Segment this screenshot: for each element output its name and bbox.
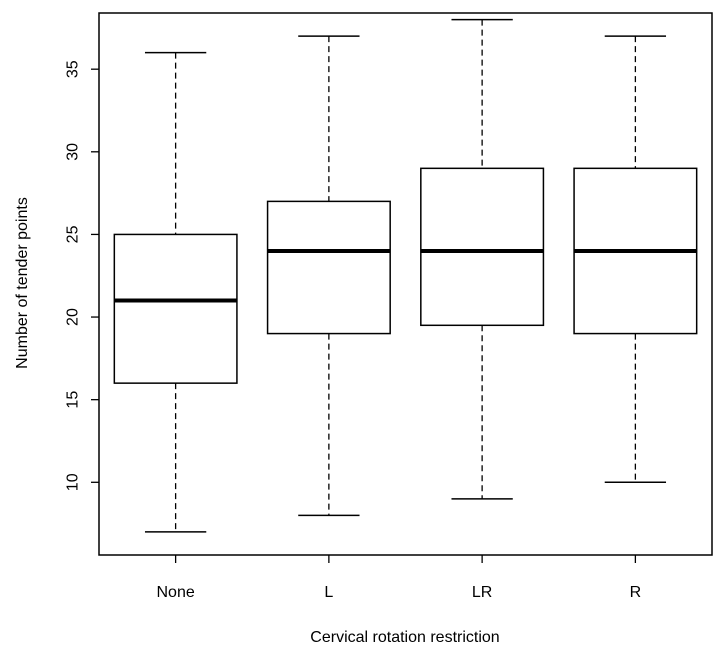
- x-tick-label: None: [157, 584, 195, 601]
- y-tick-label: 30: [65, 143, 82, 161]
- box-none: [113, 51, 238, 533]
- x-tick-label: L: [324, 584, 333, 601]
- boxes-layer: [113, 18, 698, 533]
- y-tick-label: 15: [65, 391, 82, 409]
- y-axis-title: Number of tender points: [14, 197, 31, 369]
- box-lr: [420, 18, 545, 500]
- y-tick-label: 10: [65, 473, 82, 491]
- x-tick-label: R: [630, 584, 642, 601]
- box-r: [573, 35, 698, 484]
- x-axis: None L LR R: [157, 555, 642, 601]
- y-tick-label: 35: [65, 60, 82, 78]
- plot-frame-layer: [98, 12, 713, 556]
- iqr-box: [420, 167, 545, 327]
- y-axis: 10 15 20 25 30 35: [65, 60, 99, 491]
- iqr-box: [113, 233, 238, 384]
- iqr-box: [266, 200, 391, 335]
- plot-frame: [98, 12, 713, 556]
- box-l: [266, 35, 391, 517]
- x-axis-title: Cervical rotation restriction: [310, 629, 499, 646]
- x-tick-label: LR: [472, 584, 492, 601]
- y-tick-label: 25: [65, 225, 82, 243]
- y-tick-label: 20: [65, 308, 82, 326]
